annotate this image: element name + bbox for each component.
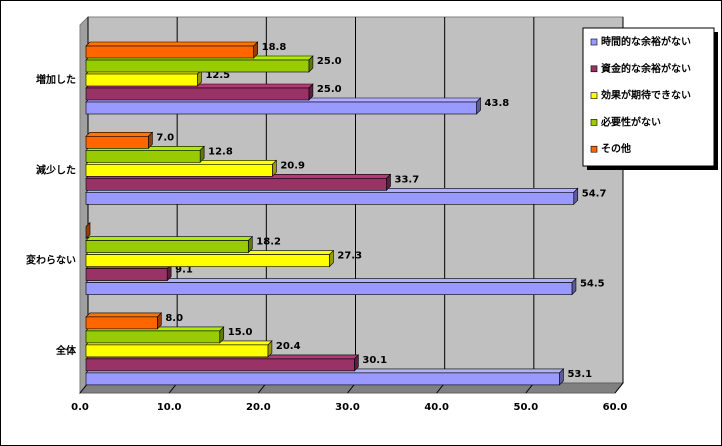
bar <box>85 150 201 163</box>
value-label: 9.1 <box>175 265 193 276</box>
bar-side <box>85 221 91 240</box>
legend-marker <box>590 92 598 99</box>
legend-label: その他 <box>601 142 631 155</box>
bar-top <box>85 41 259 47</box>
value-label: 12.8 <box>208 146 233 157</box>
bar-top <box>85 312 163 318</box>
value-label: 18.2 <box>256 237 281 248</box>
x-tick-label: 20.0 <box>246 402 271 413</box>
x-tick-label: 0.0 <box>71 402 89 413</box>
value-label: 54.5 <box>580 279 605 290</box>
value-label: 25.0 <box>317 84 342 95</box>
bar <box>85 254 330 267</box>
bar <box>85 192 575 205</box>
bar-top <box>85 132 154 137</box>
value-label: 54.7 <box>582 188 607 199</box>
bar <box>85 316 158 330</box>
legend-label: 時間的な余裕がない <box>601 35 691 48</box>
bar <box>85 240 249 253</box>
bar <box>85 164 273 177</box>
legend-marker <box>590 65 598 73</box>
value-label: 27.3 <box>337 251 362 262</box>
legend-marker <box>590 38 598 46</box>
value-label: 7.0 <box>156 132 174 143</box>
bar <box>85 178 387 191</box>
legend-label: 資金的な余裕がない <box>601 62 691 75</box>
value-label: 30.1 <box>362 355 387 366</box>
bar <box>85 87 310 101</box>
value-label: 18.8 <box>262 42 287 53</box>
x-tick-label: 30.0 <box>335 402 360 413</box>
bar <box>85 372 560 386</box>
value-label: 12.5 <box>205 70 230 81</box>
legend-label: 必要性がない <box>600 115 661 128</box>
bar <box>85 330 221 344</box>
bar <box>85 73 198 87</box>
bar <box>85 268 168 281</box>
value-label: 43.8 <box>485 98 510 109</box>
value-label: 15.0 <box>228 327 253 338</box>
y-tick-label: 減少した <box>36 163 76 176</box>
x-tick-label: 10.0 <box>157 402 182 413</box>
legend-label: 効果が期待できない <box>601 89 691 102</box>
bar <box>85 344 269 358</box>
value-label: 33.7 <box>394 174 419 185</box>
y-tick-label: 増加した <box>36 73 76 86</box>
floor-grid-line <box>614 382 624 394</box>
bar <box>85 282 573 295</box>
x-tick-label: 40.0 <box>424 402 449 413</box>
x-tick-label: 50.0 <box>513 402 538 413</box>
bar <box>85 136 149 149</box>
value-label: 20.9 <box>280 160 305 171</box>
value-label: 53.1 <box>567 369 592 380</box>
y-tick-label: 変わらない <box>26 254 76 267</box>
value-label: 20.4 <box>276 341 301 352</box>
bar <box>85 59 310 73</box>
legend <box>582 27 715 167</box>
bar-top <box>85 236 254 241</box>
legend-marker <box>590 119 598 126</box>
bar <box>85 45 254 59</box>
y-tick-label: 全体 <box>55 344 77 357</box>
x-tick-label: 60.0 <box>603 402 628 413</box>
value-label: 8.0 <box>165 313 183 324</box>
legend-marker <box>590 145 598 153</box>
bar <box>85 101 477 115</box>
value-label: 25.0 <box>317 56 342 67</box>
bar <box>85 358 355 372</box>
